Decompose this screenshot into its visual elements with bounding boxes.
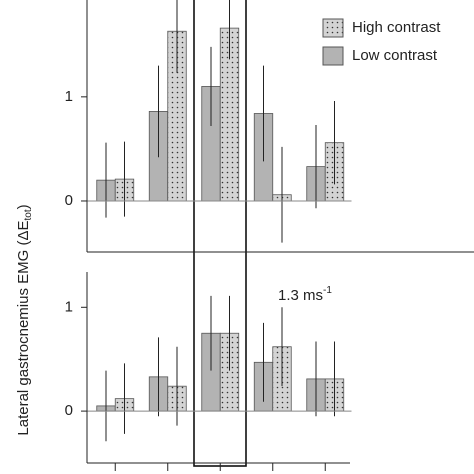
y-tick-label: 0 — [65, 402, 73, 419]
annotation: 1.3 ms-1 — [278, 285, 332, 304]
y-tick-label: 1 — [65, 298, 73, 315]
legend-label: High contrast — [352, 19, 441, 36]
y-axis-label: Lateral gastrocnemius EMG (ΔEtot) — [15, 204, 34, 435]
y-tick-label: 1 — [65, 88, 73, 105]
plot-area — [96, 0, 345, 243]
legend-label: Low contrast — [352, 47, 438, 64]
legend-swatch — [322, 18, 344, 38]
legend-swatch — [322, 46, 344, 66]
y-tick-label: 0 — [65, 192, 73, 209]
plot-area — [96, 295, 345, 442]
